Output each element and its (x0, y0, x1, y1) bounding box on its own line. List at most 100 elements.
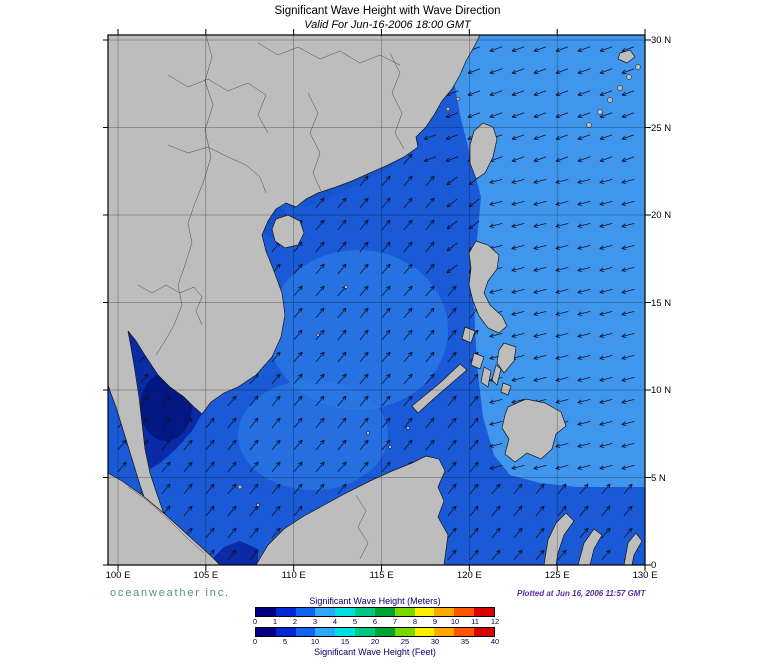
colorbar-tick-label: 15 (340, 637, 350, 646)
colorbar-tick-label: 5 (352, 617, 358, 626)
colorbar-segment (414, 608, 435, 616)
border-river-line (257, 42, 401, 66)
small-island (607, 97, 613, 103)
land-panay (470, 352, 485, 370)
small-island (626, 74, 632, 80)
small-island (617, 85, 623, 91)
land-bohol (500, 382, 512, 396)
small-island (586, 122, 592, 128)
small-island (406, 426, 410, 430)
feet-colorbar (255, 627, 495, 637)
small-island (237, 484, 243, 490)
colorbar-segment (256, 608, 276, 616)
colorbar-segment (374, 628, 395, 636)
colorbar-tick-label: 10 (310, 637, 320, 646)
border-river-line (167, 144, 267, 194)
land-borneo (255, 455, 449, 566)
colorbar-segment (275, 608, 296, 616)
colorbar-segment (394, 608, 415, 616)
colorbar-tick-label: 7 (392, 617, 398, 626)
lon-tick-label: 120 E (456, 570, 482, 581)
lon-tick-label: 110 E (281, 570, 306, 581)
colorbar-segment (454, 608, 475, 616)
colorbar-tick-label: 12 (490, 617, 500, 626)
colorbar-tick-label: 1 (272, 617, 278, 626)
feet-colorbar-ticks: 0 5 10 15 20 25 30 35 40 (252, 637, 499, 647)
colorbar-segment (295, 608, 316, 616)
colorbar-segment (315, 608, 336, 616)
oceanweather-logo-text: oceanweather inc. (110, 587, 230, 599)
colorbar-tick-label: 8 (412, 617, 418, 626)
colorbar-segment (434, 628, 455, 636)
colorbar-segment (256, 628, 276, 636)
lon-tick-label: 105 E (193, 570, 219, 581)
colorbar-segment (295, 628, 316, 636)
lon-tick-label: 100 E (105, 570, 131, 581)
colorbar-tick-label: 11 (471, 617, 479, 626)
colorbar-segment (355, 608, 375, 616)
meters-colorbar-ticks: 0 1 2 3 4 5 6 7 8 9 10 11 12 (252, 617, 499, 627)
colorbar-tick-label: 0 (252, 637, 258, 646)
longitude-axis: 100 E 105 E 110 E 115 E 120 E 125 E 130 E (0, 570, 775, 584)
colorbar-segment (374, 608, 395, 616)
colorbar-tick-label: 5 (282, 637, 288, 646)
land-palawan (411, 363, 468, 414)
land-mindanao (501, 398, 567, 463)
border-river-line (127, 486, 205, 554)
small-island (597, 109, 603, 115)
colorbar-tick-label: 20 (370, 637, 380, 646)
small-island (316, 333, 320, 337)
colorbar-tick-label: 40 (490, 637, 500, 646)
lon-tick-label: 125 E (544, 570, 570, 581)
lat-lon-gridlines (108, 35, 645, 565)
border-river-line (355, 494, 369, 560)
border-river-line (307, 92, 322, 192)
colorbar-tick-label: 10 (450, 617, 460, 626)
border-river-line (137, 284, 203, 326)
meters-colorbar (255, 607, 495, 617)
small-island (388, 445, 392, 449)
colorbar-segment (275, 628, 296, 636)
feet-legend-label: Significant Wave Height (Feet) (314, 647, 436, 657)
colorbar-segment (474, 628, 494, 636)
colorbar-segment (335, 608, 356, 616)
colorbar-segment (474, 608, 494, 616)
colorbar-segment (315, 628, 336, 636)
colorbar-tick-label: 35 (460, 637, 470, 646)
land-taiwan (469, 122, 498, 180)
ocean-patch-south-scs (238, 380, 388, 490)
page-title: Significant Wave Height with Wave Direct… (274, 5, 501, 17)
plotted-timestamp: Plotted at Jun 16, 2006 11:57 GMT (517, 589, 646, 598)
colorbar-tick-label: 6 (372, 617, 378, 626)
land-samar-leyte (496, 342, 517, 374)
land-cebu (491, 364, 502, 386)
colorbar-tick-label: 3 (312, 617, 318, 626)
colorbar-tick-label: 25 (400, 637, 410, 646)
colorbar-tick-label: 0 (252, 617, 258, 626)
colorbar-tick-label: 4 (332, 617, 338, 626)
colorbar-segment (414, 628, 435, 636)
lon-tick-label: 130 E (632, 570, 658, 581)
land-hainan (271, 214, 305, 249)
colorbar-segment (434, 608, 455, 616)
colorbar-segment (394, 628, 415, 636)
small-island (344, 285, 348, 289)
border-river-line (155, 34, 214, 356)
land-sulawesi-arm (543, 512, 575, 566)
small-island (635, 64, 641, 70)
small-island (256, 503, 260, 507)
border-river-line (389, 52, 405, 150)
colorbar-tick-label: 9 (432, 617, 438, 626)
land-mindoro (461, 326, 476, 344)
colorbar-segment (355, 628, 375, 636)
small-island (455, 96, 461, 102)
small-island (445, 106, 451, 112)
colorbar-segment (335, 628, 356, 636)
axis-ticks (103, 29, 651, 571)
land-luzon (468, 240, 508, 334)
small-island (366, 431, 370, 435)
map-frame (107, 34, 646, 566)
